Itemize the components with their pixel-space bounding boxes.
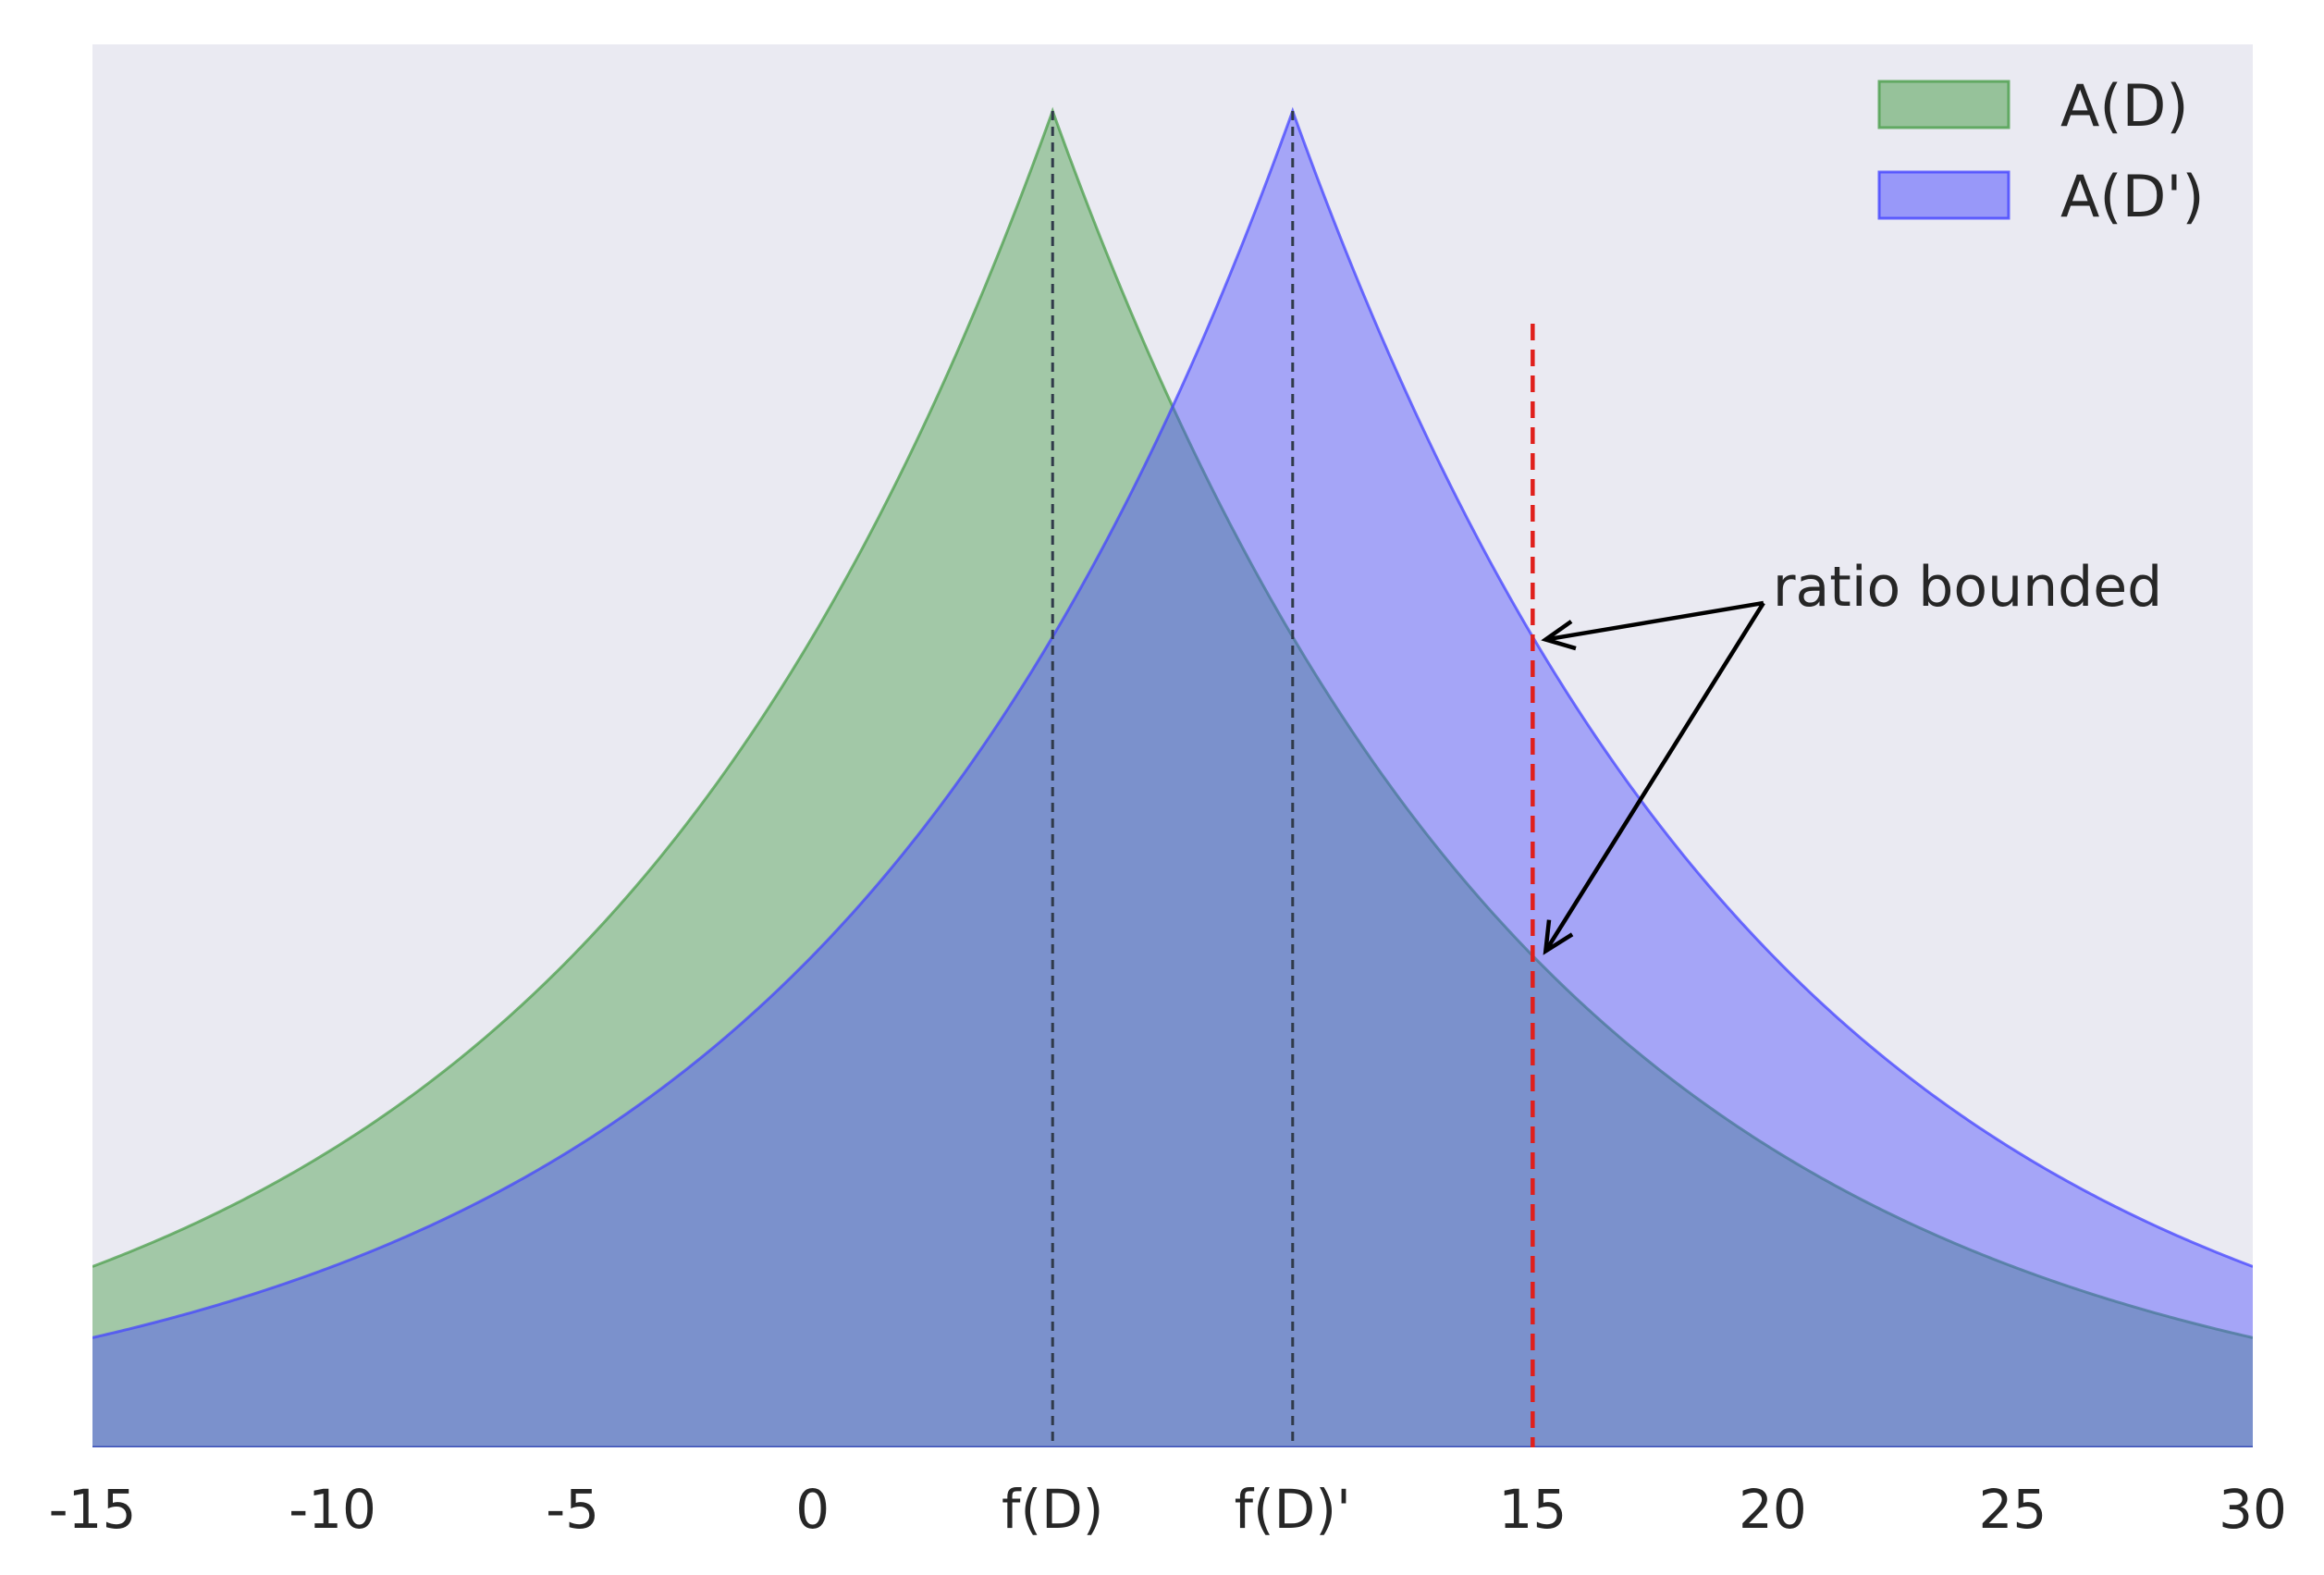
- x-tick-label: 20: [1739, 1478, 1807, 1541]
- x-tick-label: 25: [1979, 1478, 2047, 1541]
- series-area-a-d: [92, 111, 2253, 1447]
- x-tick-label: -5: [546, 1478, 599, 1541]
- series-layer: [92, 106, 2253, 1447]
- reference-lines: [1051, 111, 1535, 1447]
- x-tick-label: -10: [289, 1478, 376, 1541]
- annotation-label: ratio bounded: [1773, 555, 2162, 620]
- x-tick-label: f(D)': [1235, 1478, 1351, 1541]
- x-tick-label: -15: [49, 1478, 137, 1541]
- annotation-arrow-1: [1544, 600, 1765, 642]
- x-tick-label: f(D): [1002, 1478, 1103, 1541]
- x-tick-label: 0: [795, 1478, 830, 1541]
- legend-label-a-d: A(D'): [2060, 163, 2205, 230]
- legend-label-a-d: A(D): [2060, 72, 2189, 140]
- plot-area-background: [92, 44, 2253, 1447]
- x-axis: -15 -10 -5 0 f(D) f(D)' 15 20 25 30: [49, 1478, 2287, 1541]
- annotation-arrowhead-1: [1541, 620, 1577, 651]
- x-tick-label: 15: [1498, 1478, 1567, 1541]
- series-area-a-d: [92, 111, 2253, 1447]
- series-line-a-d: [92, 106, 2253, 1339]
- x-tick-label: 30: [2219, 1478, 2287, 1541]
- legend: A(D) A(D'): [1877, 72, 2205, 230]
- annotation-arrowhead-2: [1543, 919, 1574, 955]
- legend-swatch-a-d: [1877, 80, 2010, 129]
- annotation: ratio bounded: [1541, 555, 2162, 955]
- legend-swatch-a-d: [1877, 170, 2010, 220]
- series-line-a-d: [92, 106, 2253, 1339]
- annotation-arrow-2: [1543, 601, 1765, 953]
